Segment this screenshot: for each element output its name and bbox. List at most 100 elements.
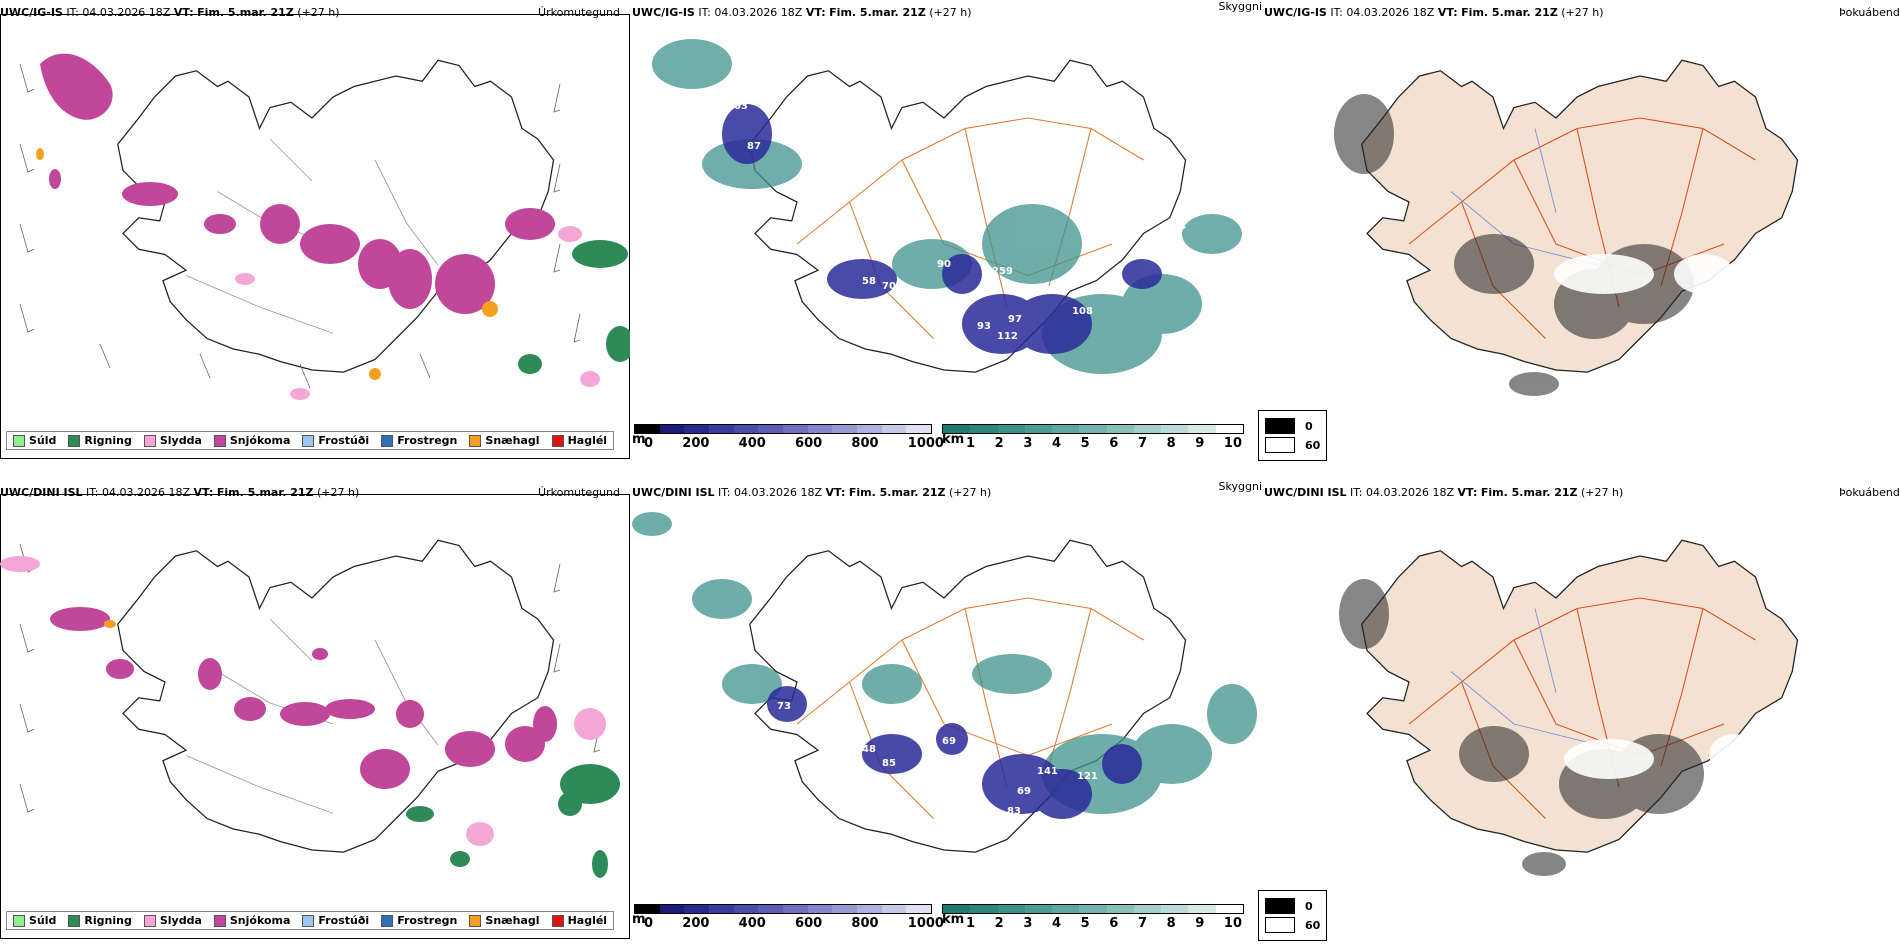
colorbar-segment bbox=[733, 905, 759, 913]
panel-header: UWC/DINI ISL IT: 04.03.2026 18Z VT: Fim.… bbox=[1264, 486, 1624, 499]
colorbar-segment bbox=[1024, 905, 1053, 913]
colorbar-segment bbox=[1188, 905, 1216, 913]
colorbar-segment bbox=[758, 905, 784, 913]
colorbar-segment bbox=[709, 905, 734, 913]
map-label: 69 bbox=[942, 736, 956, 747]
map-label: 87 bbox=[747, 141, 761, 152]
colorbar-segment bbox=[635, 425, 660, 433]
colorbar-segment bbox=[1215, 425, 1243, 433]
colorbar-segment bbox=[1106, 905, 1134, 913]
legend-item-frostregn: Frostregn bbox=[381, 914, 457, 927]
fog-map bbox=[1339, 539, 1799, 876]
map-label: 85 bbox=[882, 758, 896, 769]
panel-header: UWC/IG-IS IT: 04.03.2026 18Z VT: Fim. 5.… bbox=[0, 6, 340, 19]
panel-fog-bottom: UWC/DINI ISL IT: 04.03.2026 18Z VT: Fim.… bbox=[1258, 480, 1900, 941]
map-label: 117 bbox=[727, 86, 748, 97]
colorbar-segment bbox=[832, 905, 858, 913]
panel-title: Skyggni bbox=[1218, 480, 1262, 493]
map-label: 203 bbox=[727, 101, 748, 112]
panel-title: Úrkomutegund bbox=[538, 486, 620, 499]
visibility-colorbar bbox=[942, 424, 1244, 434]
map-label: 278 bbox=[1027, 361, 1048, 372]
cloud-map: 117 203 87 58 70 90 259 290 97 93 112 27… bbox=[652, 39, 1242, 374]
panel-cloud-bottom: UWC/DINI ISL IT: 04.03.2026 18Z VT: Fim.… bbox=[632, 480, 1262, 940]
colorbar-segment bbox=[1188, 425, 1216, 433]
colorbars: m 0 200 400 600 800 1000 km 1 2 3 4 5 6 7 8 9 10 bbox=[632, 902, 1262, 936]
legend-item-snjokoma: Snjókoma bbox=[213, 914, 290, 927]
colorbar-segment bbox=[684, 425, 710, 433]
legend-item-suld: Súld bbox=[13, 434, 56, 447]
legend-item-frostudi: Frostúði bbox=[302, 914, 369, 927]
colorbar-segment bbox=[906, 905, 932, 913]
panel-fog-top: UWC/IG-IS IT: 04.03.2026 18Z VT: Fim. 5.… bbox=[1258, 0, 1900, 461]
colorbar-segment bbox=[970, 905, 998, 913]
panel-title: Þokuábendi bbox=[1839, 486, 1900, 499]
colorbar-segment bbox=[733, 425, 759, 433]
colorbar-segment bbox=[659, 425, 685, 433]
map-label: 108 bbox=[1072, 306, 1093, 317]
legend-item-rigning: Rigning bbox=[68, 914, 132, 927]
map-label: 324 bbox=[1012, 741, 1033, 752]
panel-precip-top: UWC/IG-IS IT: 04.03.2026 18Z VT: Fim. 5.… bbox=[0, 0, 630, 460]
colorbar-segment bbox=[1079, 425, 1107, 433]
map-label: 73 bbox=[777, 701, 791, 712]
legend-item-haglel: Haglél bbox=[551, 434, 607, 447]
legend-item-snjokoma: Snjókoma bbox=[213, 434, 290, 447]
colorbar-segment bbox=[807, 425, 833, 433]
colorbar-segment bbox=[1052, 425, 1080, 433]
fog-map bbox=[1334, 59, 1799, 396]
colorbar-segment bbox=[1161, 905, 1189, 913]
panel-header: UWC/DINI ISL IT: 04.03.2026 18Z VT: Fim.… bbox=[0, 486, 360, 499]
colorbar-segment bbox=[1079, 905, 1107, 913]
legend-item-snaehagl: Snæhagl bbox=[469, 434, 540, 447]
legend-item-rigning: Rigning bbox=[68, 434, 132, 447]
colorbar-segment bbox=[1024, 425, 1053, 433]
colorbar-segment bbox=[807, 905, 833, 913]
map-label: 259 bbox=[992, 266, 1013, 277]
panel-title: Úrkomutegund bbox=[538, 6, 620, 19]
visibility-ticks: 1 2 3 4 5 6 7 8 9 10 bbox=[966, 436, 1242, 451]
map-label: 69 bbox=[1017, 786, 1031, 797]
colorbar-segment bbox=[1133, 425, 1162, 433]
colorbar-segment bbox=[857, 905, 882, 913]
precip-map bbox=[0, 539, 620, 878]
map-label: 97 bbox=[1008, 314, 1022, 325]
precip-legend: Súld Rigning Slydda Snjókoma Frostúði Fr… bbox=[6, 431, 615, 450]
ceiling-ticks: 0 200 400 600 800 1000 bbox=[644, 436, 944, 451]
colorbar-segment bbox=[1215, 905, 1243, 913]
colorbar-segment bbox=[635, 905, 660, 913]
colorbar-segment bbox=[832, 425, 858, 433]
ceiling-ticks: 0 200 400 600 800 1000 bbox=[644, 916, 944, 931]
colorbar-segment bbox=[881, 425, 907, 433]
colorbar-segment bbox=[857, 425, 882, 433]
map-label: 290 bbox=[977, 286, 998, 297]
colorbar-segment bbox=[906, 425, 932, 433]
map-label: 121 bbox=[1077, 771, 1098, 782]
map-label: 83 bbox=[1007, 806, 1021, 817]
map-label: 90 bbox=[937, 259, 951, 270]
map-label: 48 bbox=[862, 744, 876, 755]
visibility-colorbar bbox=[942, 904, 1244, 914]
colorbar-segment bbox=[709, 425, 734, 433]
panel-header: UWC/DINI ISL IT: 04.03.2026 18Z VT: Fim.… bbox=[632, 486, 992, 499]
colorbar-segment bbox=[1161, 425, 1189, 433]
legend-item-haglel: Haglél bbox=[551, 914, 607, 927]
colorbar-segment bbox=[997, 905, 1025, 913]
fog-legend: 0 60 bbox=[1258, 410, 1328, 461]
panel-header: UWC/IG-IS IT: 04.03.2026 18Z VT: Fim. 5.… bbox=[1264, 6, 1604, 19]
map-label: 74 bbox=[1172, 221, 1186, 232]
map-label: 215 bbox=[1202, 781, 1223, 792]
ceiling-colorbar bbox=[634, 904, 932, 914]
colorbar-segment bbox=[970, 425, 998, 433]
colorbar-segment bbox=[1133, 905, 1162, 913]
colorbar-segment bbox=[943, 425, 971, 433]
colorbar-segment bbox=[783, 425, 808, 433]
legend-item-slydda: Slydda bbox=[143, 914, 202, 927]
colorbar-segment bbox=[997, 425, 1025, 433]
colorbars: m 0 200 400 600 800 1000 km 1 2 3 4 5 6 7 8 9 10 bbox=[632, 422, 1262, 456]
fog-legend: 0 60 bbox=[1258, 890, 1328, 941]
colorbar-segment bbox=[783, 905, 808, 913]
legend-item-frostregn: Frostregn bbox=[381, 434, 457, 447]
panel-header: UWC/IG-IS IT: 04.03.2026 18Z VT: Fim. 5.… bbox=[632, 6, 972, 19]
map-label: 58 bbox=[862, 276, 876, 287]
